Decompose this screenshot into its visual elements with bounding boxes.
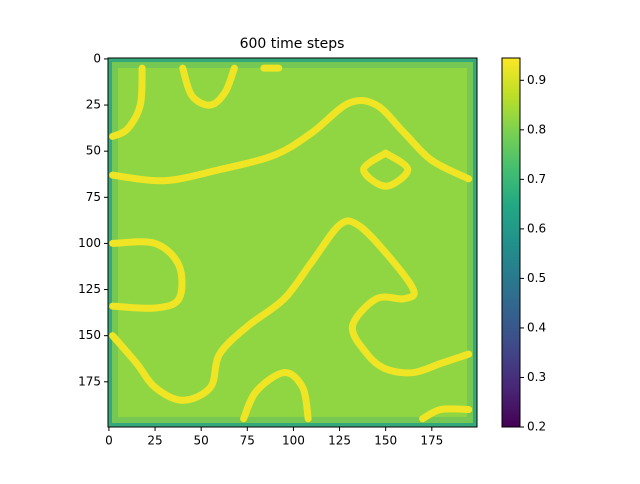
band [109, 64, 146, 140]
colorbar-tick-label: 0.5 [527, 271, 546, 285]
x-tick-label: 100 [282, 434, 305, 448]
band [109, 96, 473, 185]
x-tick-label: 50 [194, 434, 209, 448]
colorbar [501, 57, 521, 428]
band [240, 369, 312, 423]
y-tick-label: 125 [78, 282, 101, 296]
field [108, 58, 477, 427]
x-tick-label: 0 [105, 434, 113, 448]
axes-frame [107, 57, 478, 428]
x-tick-label: 175 [420, 434, 443, 448]
y-tick-label: 150 [78, 328, 101, 342]
band [360, 149, 412, 190]
colorbar-tick-label: 0.2 [527, 420, 546, 434]
colorbar-tick-label: 0.8 [527, 122, 546, 136]
x-tick-label: 125 [328, 434, 351, 448]
x-tick-label: 150 [374, 434, 397, 448]
band [109, 238, 186, 312]
band [109, 217, 473, 404]
colorbar-tick-label: 0.7 [527, 172, 546, 186]
colorbar-tick-label: 0.6 [527, 221, 546, 235]
colorbar-tick-label: 0.3 [527, 370, 546, 384]
y-tick-label: 100 [78, 236, 101, 250]
band [419, 405, 473, 423]
colorbar-tick-label: 0.4 [527, 320, 546, 334]
image [108, 58, 477, 427]
y-tick-label: 25 [86, 98, 101, 112]
y-tick-label: 0 [93, 51, 101, 65]
x-tick-label: 75 [240, 434, 255, 448]
y-tick-label: 50 [86, 144, 101, 158]
y-tick-label: 75 [86, 190, 101, 204]
chart-title: 600 time steps [240, 36, 345, 52]
colorbar-tick-label: 0.9 [527, 73, 546, 87]
x-tick-label: 25 [147, 434, 162, 448]
y-tick-label: 175 [78, 374, 101, 388]
band [179, 64, 238, 109]
